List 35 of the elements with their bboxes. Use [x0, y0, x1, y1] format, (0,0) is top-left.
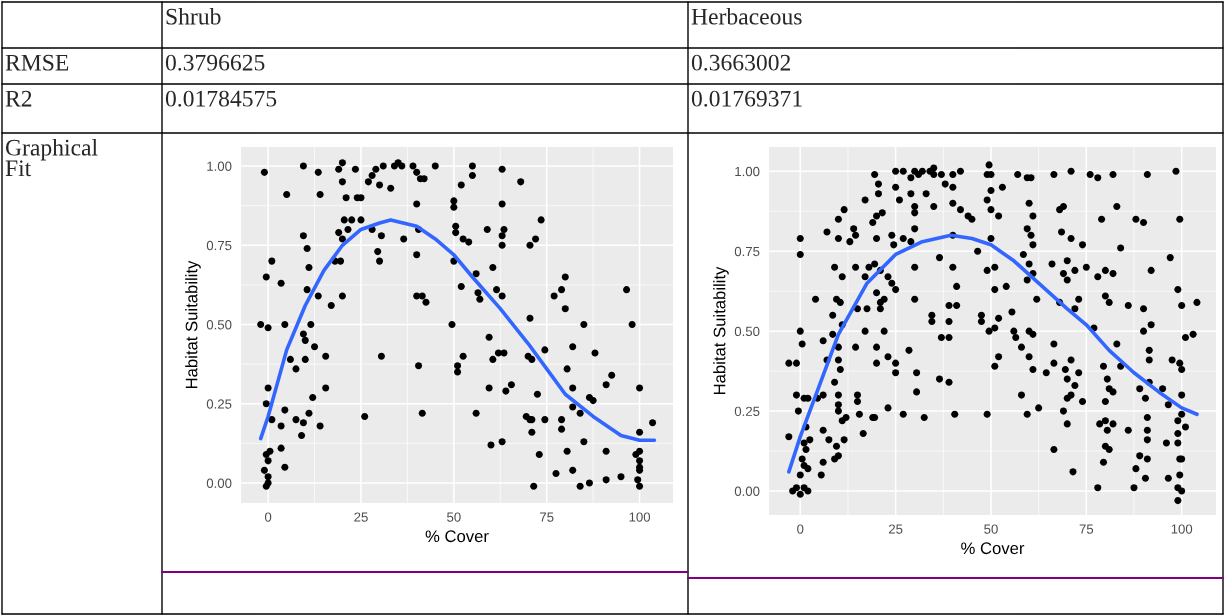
- text: Herbaceous: [691, 8, 802, 25]
- text: RMSE: [5, 54, 69, 71]
- y-tick-label: 0.00: [734, 486, 760, 496]
- x-tick-label: 100: [629, 512, 651, 522]
- text: 0.3796625: [165, 54, 265, 71]
- text: Shrub: [166, 8, 221, 25]
- y-axis-title: Habitat Suitability: [185, 260, 201, 389]
- text: R2: [5, 90, 32, 107]
- x-axis-title: % Cover: [961, 542, 1025, 555]
- line-series: [787, 233, 1199, 474]
- x-tick-label: 75: [1079, 524, 1094, 534]
- y-tick-label: 1.00: [207, 161, 232, 171]
- y-tick-label: 0.75: [206, 240, 232, 251]
- text: 0.01769371: [691, 90, 802, 107]
- y-tick-label: 0.50: [206, 320, 232, 330]
- x-tick-label: 25: [354, 512, 368, 522]
- text: 0.3663002: [691, 54, 791, 71]
- y-tick-label: 0.50: [734, 326, 760, 337]
- line-series: [258, 218, 657, 443]
- text: 0.01784575: [165, 90, 277, 107]
- y-axis-title: Habitat Suitability: [713, 266, 729, 395]
- text: Graphical Fit: [5, 139, 98, 177]
- y-tick-label: 0.25: [734, 406, 760, 416]
- y-tick-label: 0.25: [206, 399, 232, 409]
- x-tick-label: 75: [540, 512, 554, 522]
- x-axis-title: % Cover: [425, 530, 489, 543]
- x-tick-label: 0: [797, 524, 804, 534]
- x-tick-label: 25: [888, 524, 903, 534]
- x-tick-label: 100: [1171, 524, 1193, 534]
- y-tick-label: 0.00: [206, 478, 232, 488]
- y-tick-label: 1.00: [735, 166, 760, 177]
- x-tick-label: 0: [264, 512, 272, 522]
- x-tick-label: 50: [984, 524, 998, 534]
- y-tick-label: 0.75: [734, 246, 760, 257]
- x-tick-label: 50: [447, 512, 461, 522]
